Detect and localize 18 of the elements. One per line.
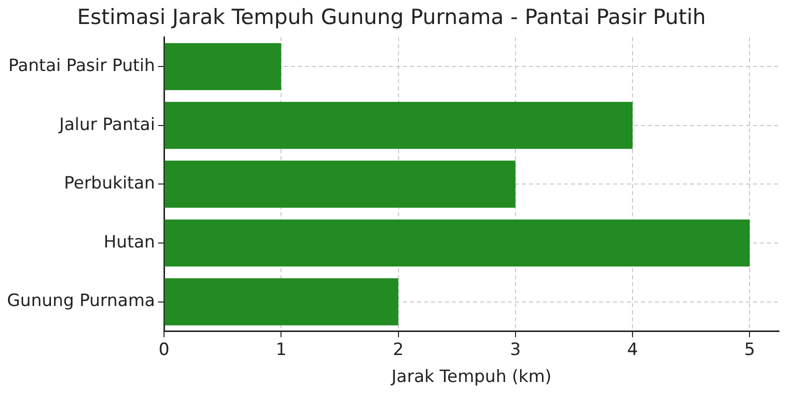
bar — [164, 278, 398, 326]
x-tick-label: 3 — [510, 340, 521, 360]
y-tick-label: Gunung Purnama — [6, 291, 156, 312]
x-tick-label: 1 — [276, 340, 287, 360]
y-tick-label: Perbukitan — [64, 174, 156, 194]
x-tick-label: 2 — [392, 340, 404, 360]
bar — [164, 160, 516, 208]
bar — [164, 43, 282, 90]
x-tick-label: 0 — [158, 340, 170, 360]
x-tick-label: 4 — [627, 340, 638, 360]
x-tick-label: 5 — [744, 340, 756, 360]
chart-title: Estimasi Jarak Tempuh Gunung Purnama - Pantai Pasir Putih — [77, 5, 706, 30]
x-axis-title: Jarak Tempuh (km) — [390, 367, 552, 388]
y-tick-label: Hutan — [104, 232, 156, 252]
bar — [164, 219, 750, 267]
y-tick-label: Jalur Pantai — [58, 114, 156, 135]
bar — [164, 102, 633, 149]
y-tick-label: Pantai Pasir Putih — [8, 56, 156, 76]
